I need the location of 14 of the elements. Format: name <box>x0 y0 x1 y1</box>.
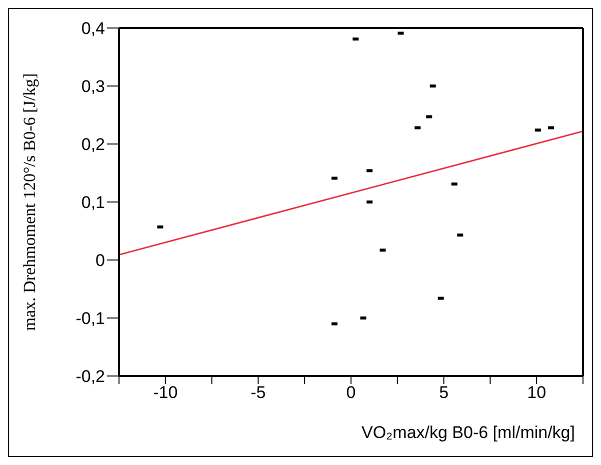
x-tick-label: 10 <box>527 383 546 402</box>
x-tick-label: 5 <box>439 383 449 402</box>
y-axis-title: max. Drehmoment 120°/s B0-6 [J/kg] <box>20 73 40 331</box>
y-tick-label: 0,4 <box>81 19 105 38</box>
y-tick-label: 0,2 <box>81 135 105 154</box>
y-tick-label: 0,3 <box>81 77 105 96</box>
x-tick-label: -10 <box>153 383 178 402</box>
y-tick-label: 0,1 <box>81 193 105 212</box>
x-tick-label: -5 <box>250 383 266 402</box>
x-axis-title: VO₂max/kg B0-6 [ml/min/kg] <box>362 423 575 442</box>
y-tick-label: -0,2 <box>76 367 105 386</box>
y-tick-label: 0 <box>96 251 105 270</box>
y-tick-label: -0,1 <box>76 309 105 328</box>
x-tick-label: 0 <box>346 383 356 402</box>
